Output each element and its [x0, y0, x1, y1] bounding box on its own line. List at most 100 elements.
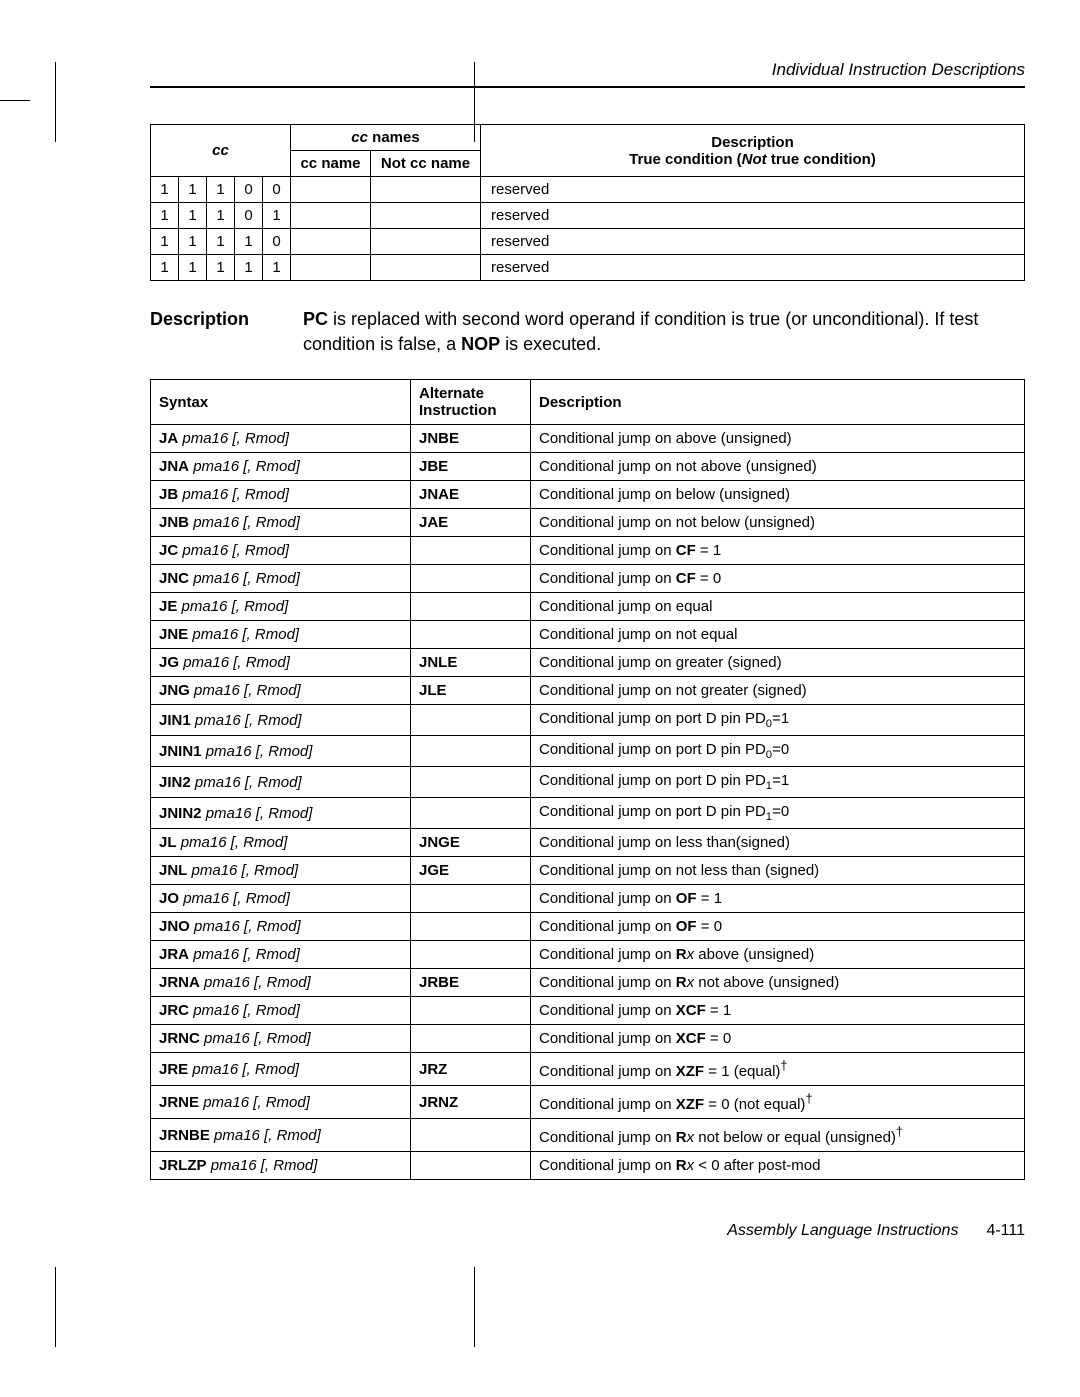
syntax-cell: JNG pma16 [, Rmod]: [151, 677, 411, 705]
cc-bit: 1: [263, 203, 291, 229]
description-label: Description: [150, 307, 249, 357]
cc-bit: 0: [263, 177, 291, 203]
cc-bit: 0: [235, 203, 263, 229]
syntax-cell: JB pma16 [, Rmod]: [151, 481, 411, 509]
alt-cell: [411, 621, 531, 649]
instruction-row: JNIN1 pma16 [, Rmod]Conditional jump on …: [151, 736, 1025, 767]
desc-cell: Conditional jump on equal: [531, 593, 1025, 621]
syntax-cell: JRLZP pma16 [, Rmod]: [151, 1152, 411, 1180]
cc-desc-cell: reserved: [481, 203, 1025, 229]
desc-cell: Conditional jump on below (unsigned): [531, 481, 1025, 509]
syntax-cell: JNA pma16 [, Rmod]: [151, 453, 411, 481]
col-desc: Description: [531, 380, 1025, 425]
cc-row: 11100reserved: [151, 177, 1025, 203]
desc-cell: Conditional jump on XZF = 0 (not equal)†: [531, 1086, 1025, 1119]
instruction-row: JNIN2 pma16 [, Rmod] Conditional jump on …: [151, 798, 1025, 829]
desc-cell: Conditional jump on OF = 1: [531, 885, 1025, 913]
syntax-cell: JNE pma16 [, Rmod]: [151, 621, 411, 649]
syntax-cell: JNB pma16 [, Rmod]: [151, 509, 411, 537]
alt-cell: [411, 885, 531, 913]
desc-cell: Conditional jump on port D pin PD0=0: [531, 736, 1025, 767]
alt-cell: JRNZ: [411, 1086, 531, 1119]
alt-cell: [411, 1119, 531, 1152]
alt-cell: JNGE: [411, 829, 531, 857]
instruction-row: JNL pma16 [, Rmod]JGEConditional jump on…: [151, 857, 1025, 885]
syntax-cell: JRNA pma16 [, Rmod]: [151, 969, 411, 997]
page-footer: Assembly Language Instructions4-111: [150, 1222, 1025, 1240]
cc-bit: 1: [207, 203, 235, 229]
alt-cell: [411, 736, 531, 767]
alt-cell: JRBE: [411, 969, 531, 997]
desc-cell: Conditional jump on Rx not below or equa…: [531, 1119, 1025, 1152]
cc-bit: 1: [179, 177, 207, 203]
not-cc-name-cell: [371, 229, 481, 255]
syntax-cell: JG pma16 [, Rmod]: [151, 649, 411, 677]
instruction-row: JNO pma16 [, Rmod] Conditional jump on OF…: [151, 913, 1025, 941]
instruction-row: JB pma16 [, Rmod]JNAEConditional jump on…: [151, 481, 1025, 509]
desc-cell: Conditional jump on not equal: [531, 621, 1025, 649]
cc-bit: 1: [235, 229, 263, 255]
instruction-row: JRC pma16 [, Rmod]Conditional jump on XC…: [151, 997, 1025, 1025]
cc-bit: 1: [207, 229, 235, 255]
cc-names-header: cc names: [291, 125, 481, 151]
alt-cell: JNAE: [411, 481, 531, 509]
col-syntax: Syntax: [151, 380, 411, 425]
desc-cell: Conditional jump on port D pin PD1=0: [531, 798, 1025, 829]
desc-cell: Conditional jump on not greater (signed): [531, 677, 1025, 705]
cc-bit: 1: [151, 177, 179, 203]
instruction-row: JNA pma16 [, Rmod]JBEConditional jump on…: [151, 453, 1025, 481]
desc-cell: Conditional jump on Rx < 0 after post-mo…: [531, 1152, 1025, 1180]
cc-row: 11110reserved: [151, 229, 1025, 255]
instruction-row: JRE pma16 [, Rmod]JRZConditional jump on…: [151, 1053, 1025, 1086]
desc-cell: Conditional jump on greater (signed): [531, 649, 1025, 677]
desc-cell: Conditional jump on OF = 0: [531, 913, 1025, 941]
instruction-row: JNE pma16 [, Rmod] Conditional jump on no…: [151, 621, 1025, 649]
syntax-cell: JRA pma16 [, Rmod]: [151, 941, 411, 969]
alt-cell: JAE: [411, 509, 531, 537]
alt-cell: [411, 1025, 531, 1053]
cc-name-cell: [291, 229, 371, 255]
syntax-cell: JIN1 pma16 [, Rmod]: [151, 705, 411, 736]
cc-bit: 1: [263, 255, 291, 281]
syntax-cell: JC pma16 [, Rmod]: [151, 537, 411, 565]
page-header: Individual Instruction Descriptions: [150, 60, 1025, 88]
instruction-row: JG pma16 [, Rmod]JNLEConditional jump on…: [151, 649, 1025, 677]
alt-cell: JBE: [411, 453, 531, 481]
not-cc-name-cell: [371, 177, 481, 203]
desc-cell: Conditional jump on CF = 0: [531, 565, 1025, 593]
alt-cell: [411, 913, 531, 941]
cc-table: cccc namesDescriptionTrue condition (Not…: [150, 124, 1025, 281]
syntax-cell: JNO pma16 [, Rmod]: [151, 913, 411, 941]
syntax-cell: JE pma16 [, Rmod]: [151, 593, 411, 621]
cc-header: cc: [151, 125, 291, 177]
desc-cell: Conditional jump on not below (unsigned): [531, 509, 1025, 537]
cc-bit: 1: [179, 229, 207, 255]
instruction-row: JRNE pma16 [, Rmod]JRNZConditional jump …: [151, 1086, 1025, 1119]
syntax-cell: JRNC pma16 [, Rmod]: [151, 1025, 411, 1053]
cc-name-cell: [291, 255, 371, 281]
syntax-cell: JNIN2 pma16 [, Rmod]: [151, 798, 411, 829]
not-cc-name-cell: [371, 255, 481, 281]
syntax-cell: JNC pma16 [, Rmod]: [151, 565, 411, 593]
instruction-table: Syntax Alternate Instruction Description…: [150, 379, 1025, 1180]
alt-cell: JGE: [411, 857, 531, 885]
desc-cell: Conditional jump on not less than (signe…: [531, 857, 1025, 885]
alt-cell: JNLE: [411, 649, 531, 677]
syntax-cell: JIN2 pma16 [, Rmod]: [151, 767, 411, 798]
cc-bit: 1: [179, 255, 207, 281]
not-cc-name-col: Not cc name: [371, 151, 481, 177]
instruction-row: JA pma16 [, Rmod]JNBEConditional jump on…: [151, 425, 1025, 453]
alt-cell: [411, 767, 531, 798]
cc-row: 11101reserved: [151, 203, 1025, 229]
instruction-row: JIN1 pma16 [, Rmod]Conditional jump on p…: [151, 705, 1025, 736]
instruction-row: JIN2 pma16 [, Rmod]Conditional jump on p…: [151, 767, 1025, 798]
desc-cell: Conditional jump on CF = 1: [531, 537, 1025, 565]
syntax-cell: JRNE pma16 [, Rmod]: [151, 1086, 411, 1119]
desc-cell: Conditional jump on less than(signed): [531, 829, 1025, 857]
desc-cell: Conditional jump on Rx not above (unsign…: [531, 969, 1025, 997]
alt-cell: [411, 1152, 531, 1180]
instruction-row: JNC pma16 [, Rmod] Conditional jump on CF…: [151, 565, 1025, 593]
cc-bit: 0: [235, 177, 263, 203]
cc-bit: 1: [151, 203, 179, 229]
cc-bit: 1: [151, 255, 179, 281]
